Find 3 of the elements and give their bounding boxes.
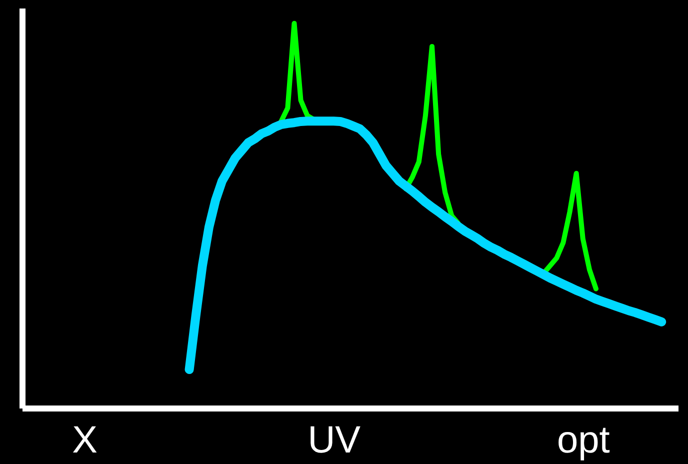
x-tick-label: X [72, 420, 98, 462]
x-tick-label: opt [556, 420, 610, 462]
x-tick-label: UV [308, 420, 362, 462]
